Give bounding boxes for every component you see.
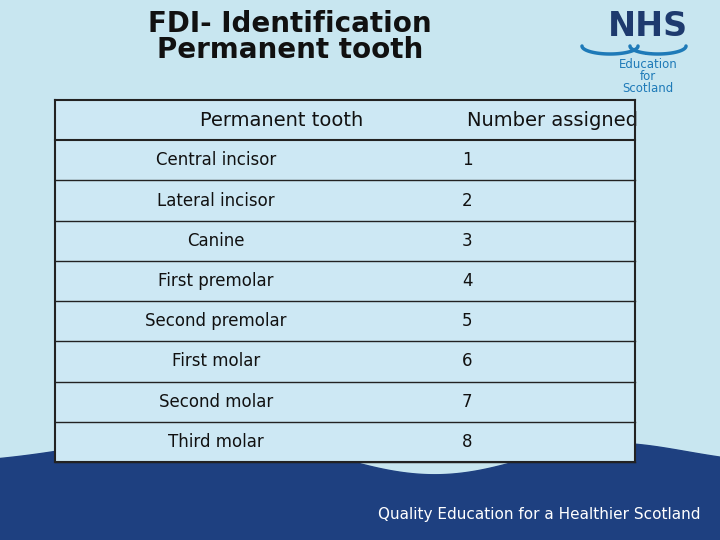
Text: Scotland: Scotland — [622, 82, 674, 95]
FancyBboxPatch shape — [55, 422, 635, 462]
Text: Permanent tooth: Permanent tooth — [200, 111, 363, 130]
Text: 7: 7 — [462, 393, 472, 410]
Text: 5: 5 — [462, 312, 472, 330]
FancyBboxPatch shape — [55, 140, 635, 180]
FancyBboxPatch shape — [55, 382, 635, 422]
Text: Second molar: Second molar — [159, 393, 273, 410]
Text: Second premolar: Second premolar — [145, 312, 287, 330]
Text: 4: 4 — [462, 272, 472, 290]
Text: Number assigned: Number assigned — [467, 111, 638, 130]
Text: 3: 3 — [462, 232, 472, 250]
Text: Third molar: Third molar — [168, 433, 264, 451]
Text: Quality Education for a Healthier Scotland: Quality Education for a Healthier Scotla… — [377, 507, 700, 522]
Text: 1: 1 — [462, 151, 472, 170]
Text: Central incisor: Central incisor — [156, 151, 276, 170]
Text: 6: 6 — [462, 353, 472, 370]
FancyBboxPatch shape — [55, 261, 635, 301]
Text: Permanent tooth: Permanent tooth — [157, 36, 423, 64]
Text: for: for — [640, 70, 656, 83]
Polygon shape — [0, 432, 720, 540]
FancyBboxPatch shape — [55, 221, 635, 261]
Text: Lateral incisor: Lateral incisor — [157, 192, 275, 210]
Text: NHS: NHS — [608, 10, 688, 43]
Text: FDI- Identification: FDI- Identification — [148, 10, 432, 38]
Text: Education: Education — [618, 58, 678, 71]
Text: Canine: Canine — [187, 232, 245, 250]
Text: 2: 2 — [462, 192, 472, 210]
FancyBboxPatch shape — [55, 341, 635, 382]
Text: First premolar: First premolar — [158, 272, 274, 290]
FancyBboxPatch shape — [55, 180, 635, 221]
Text: 8: 8 — [462, 433, 472, 451]
FancyBboxPatch shape — [55, 301, 635, 341]
FancyBboxPatch shape — [55, 100, 635, 462]
Text: First molar: First molar — [172, 353, 260, 370]
